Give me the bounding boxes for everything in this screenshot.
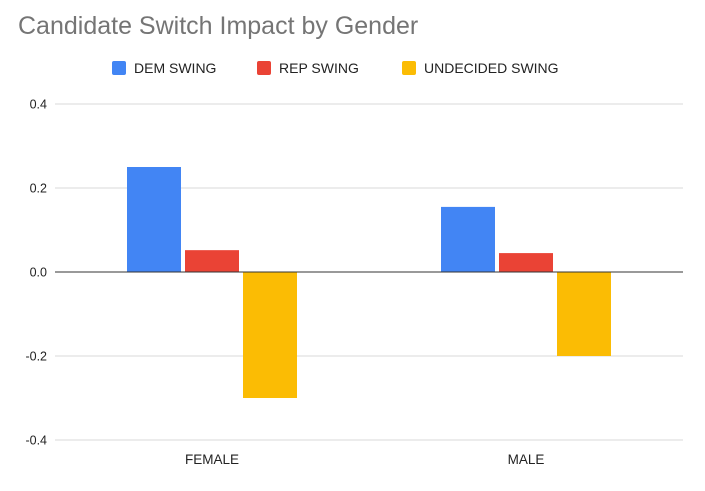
x-tick-label-female: FEMALE	[185, 452, 239, 467]
y-tick-label: 0.0	[30, 266, 47, 280]
bar-dem-swing-male	[441, 206, 495, 272]
legend-label-rep-swing: REP SWING	[279, 60, 359, 76]
legend: DEM SWING REP SWING UNDECIDED SWING	[112, 60, 559, 76]
legend-swatch-rep-swing	[257, 61, 271, 75]
legend-swatch-dem-swing	[112, 61, 126, 75]
bar-undecided-swing-female	[243, 272, 297, 398]
x-axis: FEMALE MALE	[185, 452, 544, 467]
y-tick-label: -0.2	[25, 350, 47, 364]
y-axis: 0.4 0.2 0.0 -0.2 -0.4	[25, 98, 47, 448]
y-tick-label: 0.2	[30, 182, 47, 196]
legend-label-undecided-swing: UNDECIDED SWING	[424, 60, 559, 76]
y-tick-label: 0.4	[30, 98, 47, 112]
chart-title: Candidate Switch Impact by Gender	[18, 12, 418, 40]
bar-undecided-swing-male	[557, 272, 611, 356]
bars	[127, 167, 611, 398]
bar-rep-swing-male	[499, 253, 553, 272]
y-tick-label: -0.4	[25, 434, 47, 448]
legend-swatch-undecided-swing	[402, 61, 416, 75]
bar-dem-swing-female	[127, 167, 181, 272]
x-tick-label-male: MALE	[508, 452, 545, 467]
bar-rep-swing-female	[185, 250, 239, 272]
legend-label-dem-swing: DEM SWING	[134, 60, 216, 76]
